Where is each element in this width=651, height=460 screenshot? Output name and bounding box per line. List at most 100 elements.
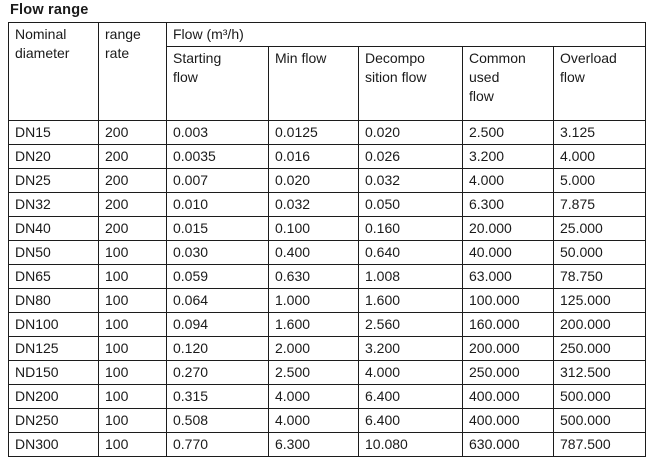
cell-starting-flow: 0.770 bbox=[166, 432, 269, 457]
cell-starting-flow: 0.030 bbox=[166, 240, 269, 265]
cell-nominal-diameter: DN20 bbox=[8, 144, 99, 169]
cell-nominal-diameter: DN80 bbox=[8, 288, 99, 313]
cell-starting-flow: 0.010 bbox=[166, 192, 269, 217]
cell-common-used-flow: 160.000 bbox=[462, 312, 554, 337]
cell-common-used-flow: 250.000 bbox=[462, 360, 554, 385]
cell-overload-flow: 500.000 bbox=[552, 384, 647, 409]
cell-overload-flow: 25.000 bbox=[552, 216, 647, 241]
col-header-common-used-flow: Common used flow bbox=[462, 46, 554, 121]
cell-nominal-diameter: ND150 bbox=[8, 360, 99, 385]
cell-nominal-diameter: DN40 bbox=[8, 216, 99, 241]
flow-range-table: Nominal diameter range rate Flow (m³/h) … bbox=[8, 22, 647, 457]
col-header-range-rate: range rate bbox=[98, 22, 167, 121]
cell-decomposition-flow: 0.050 bbox=[358, 192, 463, 217]
cell-decomposition-flow: 4.000 bbox=[358, 360, 463, 385]
cell-range-rate: 100 bbox=[98, 360, 167, 385]
table-row: DN100 100 0.094 1.600 2.560 160.000 200.000 bbox=[8, 312, 647, 337]
cell-min-flow: 1.000 bbox=[268, 288, 359, 313]
cell-overload-flow: 787.500 bbox=[552, 432, 647, 457]
cell-nominal-diameter: DN15 bbox=[8, 120, 99, 145]
cell-range-rate: 100 bbox=[98, 288, 167, 313]
table-row: DN32 200 0.010 0.032 0.050 6.300 7.875 bbox=[8, 192, 647, 217]
cell-overload-flow: 3.125 bbox=[552, 120, 647, 145]
table-row: DN40 200 0.015 0.100 0.160 20.000 25.000 bbox=[8, 216, 647, 241]
cell-common-used-flow: 40.000 bbox=[462, 240, 554, 265]
cell-range-rate: 200 bbox=[98, 192, 167, 217]
page-title: Flow range bbox=[10, 2, 89, 18]
cell-range-rate: 100 bbox=[98, 408, 167, 433]
cell-decomposition-flow: 0.640 bbox=[358, 240, 463, 265]
table-header: Nominal diameter range rate Flow (m³/h) … bbox=[8, 22, 647, 121]
cell-decomposition-flow: 1.008 bbox=[358, 264, 463, 289]
cell-range-rate: 200 bbox=[98, 144, 167, 169]
cell-nominal-diameter: DN250 bbox=[8, 408, 99, 433]
header-row-group: Nominal diameter range rate Flow (m³/h) bbox=[8, 22, 647, 121]
col-header-min-flow: Min flow bbox=[268, 46, 359, 121]
cell-range-rate: 100 bbox=[98, 240, 167, 265]
cell-min-flow: 0.0125 bbox=[268, 120, 359, 145]
table-row: DN300 100 0.770 6.300 10.080 630.000 787.500 bbox=[8, 432, 647, 457]
table-body: DN15 200 0.003 0.0125 0.020 2.500 3.125 DN20 200… bbox=[8, 120, 647, 457]
cell-overload-flow: 50.000 bbox=[552, 240, 647, 265]
cell-min-flow: 4.000 bbox=[268, 408, 359, 433]
cell-min-flow: 2.000 bbox=[268, 336, 359, 361]
cell-nominal-diameter: DN100 bbox=[8, 312, 99, 337]
cell-decomposition-flow: 0.032 bbox=[358, 168, 463, 193]
cell-common-used-flow: 630.000 bbox=[462, 432, 554, 457]
cell-min-flow: 1.600 bbox=[268, 312, 359, 337]
cell-nominal-diameter: DN300 bbox=[8, 432, 99, 457]
cell-starting-flow: 0.059 bbox=[166, 264, 269, 289]
cell-overload-flow: 125.000 bbox=[552, 288, 647, 313]
cell-starting-flow: 0.120 bbox=[166, 336, 269, 361]
cell-common-used-flow: 100.000 bbox=[462, 288, 554, 313]
cell-range-rate: 100 bbox=[98, 336, 167, 361]
col-header-flow-group: Flow (m³/h) bbox=[165, 22, 647, 47]
cell-decomposition-flow: 6.400 bbox=[358, 384, 463, 409]
col-header-overload-flow: Overload flow bbox=[552, 46, 647, 121]
cell-common-used-flow: 2.500 bbox=[462, 120, 554, 145]
cell-min-flow: 0.016 bbox=[268, 144, 359, 169]
cell-starting-flow: 0.270 bbox=[166, 360, 269, 385]
cell-decomposition-flow: 0.026 bbox=[358, 144, 463, 169]
cell-min-flow: 6.300 bbox=[268, 432, 359, 457]
cell-min-flow: 4.000 bbox=[268, 384, 359, 409]
cell-starting-flow: 0.003 bbox=[166, 120, 269, 145]
cell-common-used-flow: 400.000 bbox=[462, 384, 554, 409]
cell-range-rate: 200 bbox=[98, 120, 167, 145]
cell-min-flow: 0.032 bbox=[268, 192, 359, 217]
col-header-nominal-diameter: Nominal diameter bbox=[8, 22, 99, 121]
cell-min-flow: 0.100 bbox=[268, 216, 359, 241]
table-row: DN125 100 0.120 2.000 3.200 200.000 250.000 bbox=[8, 336, 647, 361]
table-row: DN25 200 0.007 0.020 0.032 4.000 5.000 bbox=[8, 168, 647, 193]
cell-overload-flow: 250.000 bbox=[552, 336, 647, 361]
cell-overload-flow: 200.000 bbox=[552, 312, 647, 337]
cell-overload-flow: 4.000 bbox=[552, 144, 647, 169]
col-header-starting-flow: Starting flow bbox=[166, 46, 269, 121]
cell-nominal-diameter: DN200 bbox=[8, 384, 99, 409]
table-row: DN50 100 0.030 0.400 0.640 40.000 50.000 bbox=[8, 240, 647, 265]
cell-nominal-diameter: DN65 bbox=[8, 264, 99, 289]
cell-common-used-flow: 3.200 bbox=[462, 144, 554, 169]
cell-nominal-diameter: DN25 bbox=[8, 168, 99, 193]
cell-range-rate: 200 bbox=[98, 216, 167, 241]
cell-starting-flow: 0.015 bbox=[166, 216, 269, 241]
cell-min-flow: 2.500 bbox=[268, 360, 359, 385]
cell-starting-flow: 0.315 bbox=[166, 384, 269, 409]
table-row: DN65 100 0.059 0.630 1.008 63.000 78.750 bbox=[8, 264, 647, 289]
cell-overload-flow: 312.500 bbox=[552, 360, 647, 385]
table-row: DN80 100 0.064 1.000 1.600 100.000 125.000 bbox=[8, 288, 647, 313]
cell-decomposition-flow: 6.400 bbox=[358, 408, 463, 433]
cell-nominal-diameter: DN32 bbox=[8, 192, 99, 217]
cell-common-used-flow: 4.000 bbox=[462, 168, 554, 193]
cell-decomposition-flow: 3.200 bbox=[358, 336, 463, 361]
cell-common-used-flow: 200.000 bbox=[462, 336, 554, 361]
table-row: ND150 100 0.270 2.500 4.000 250.000 312.500 bbox=[8, 360, 647, 385]
cell-min-flow: 0.400 bbox=[268, 240, 359, 265]
cell-overload-flow: 7.875 bbox=[552, 192, 647, 217]
cell-range-rate: 100 bbox=[98, 432, 167, 457]
cell-common-used-flow: 6.300 bbox=[462, 192, 554, 217]
cell-decomposition-flow: 0.160 bbox=[358, 216, 463, 241]
cell-starting-flow: 0.508 bbox=[166, 408, 269, 433]
cell-overload-flow: 5.000 bbox=[552, 168, 647, 193]
